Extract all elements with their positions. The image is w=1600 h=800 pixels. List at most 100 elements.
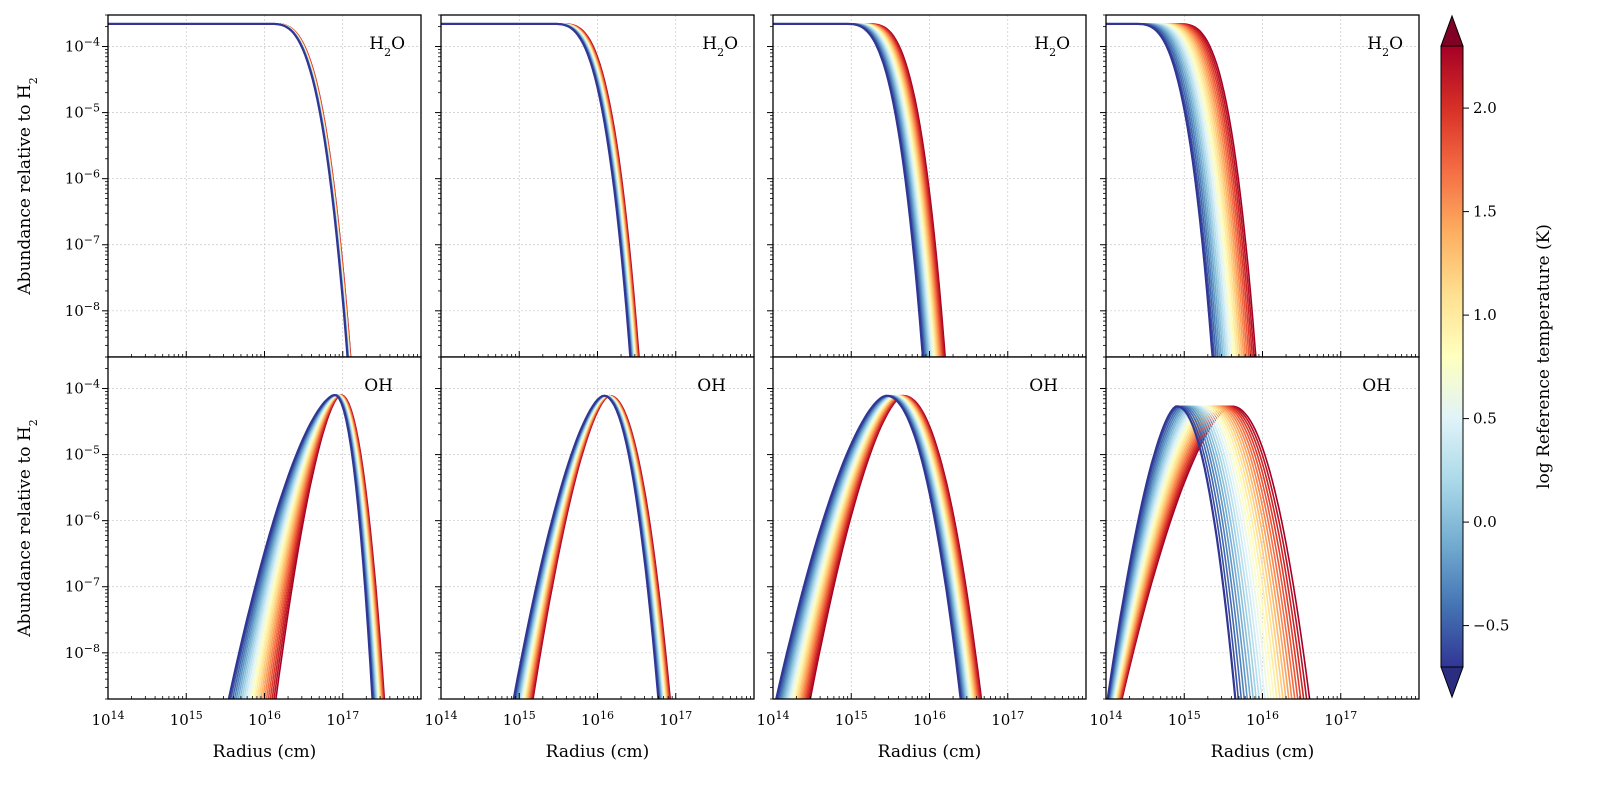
series-line-h2o-0 <box>108 22 349 357</box>
x-tick-label-part: 16 <box>267 709 281 722</box>
series-line-oh-4 <box>1109 405 1249 699</box>
series-line-oh-9 <box>1111 405 1263 699</box>
x-tick-label: 1017 <box>659 709 692 730</box>
x-axis-label: Radius (cm) <box>213 742 317 762</box>
x-tick-label: 1017 <box>1324 709 1357 730</box>
x-tick-label: 1016 <box>913 709 946 730</box>
series-group <box>1106 22 1257 357</box>
series-line-h2o-0 <box>1106 22 1214 357</box>
y-tick-label-part: 10 <box>65 446 84 464</box>
series-line-oh-24 <box>1120 405 1308 699</box>
colorbar-tick-label: 1.0 <box>1473 306 1497 324</box>
x-tick-label-part: 15 <box>854 709 868 722</box>
x-tick-label: 1015 <box>835 709 868 730</box>
plot-area <box>1106 15 1419 357</box>
y-tick-label: 10−4 <box>65 377 100 398</box>
y-tick-label-part: 10 <box>65 302 84 320</box>
y-tick-label-part: −6 <box>84 509 100 522</box>
x-tick-label: 1016 <box>248 709 281 730</box>
y-tick-label: 10−5 <box>65 443 100 464</box>
x-tick-label: 1015 <box>1168 709 1201 730</box>
x-tick-label-part: 10 <box>659 711 678 729</box>
species-label-part: 2 <box>1382 46 1389 59</box>
y-tick-label-part: −8 <box>84 299 100 312</box>
x-tick-label-part: 10 <box>835 711 854 729</box>
x-tick-label-part: 10 <box>424 711 443 729</box>
x-tick-label-part: 15 <box>1187 709 1201 722</box>
species-label: OH <box>1362 376 1391 396</box>
series-line-oh-1 <box>1107 405 1240 699</box>
x-tick-label-part: 16 <box>932 709 946 722</box>
series-line-oh-18 <box>1117 405 1290 699</box>
species-label-part: O <box>724 34 738 54</box>
series-line-h2o-3 <box>1106 23 1219 357</box>
x-tick-label-part: 14 <box>1109 709 1123 722</box>
y-tick-label-part: 10 <box>65 170 84 188</box>
species-label: H2O <box>369 34 405 59</box>
x-tick-label-part: 10 <box>1168 711 1187 729</box>
series-line-oh-14 <box>1114 405 1278 699</box>
series-line-oh-0 <box>1106 405 1237 699</box>
series-group <box>108 22 352 357</box>
x-tick-label-part: 10 <box>326 711 345 729</box>
series-line-oh-0 <box>775 394 962 699</box>
x-tick-label-part: 10 <box>1089 711 1108 729</box>
y-axis-label-part: 2 <box>27 77 40 84</box>
series-group <box>775 394 983 699</box>
x-tick-label: 1014 <box>756 709 789 730</box>
series-line-oh-13 <box>1114 405 1275 699</box>
series-line-h2o-2 <box>1106 23 1217 357</box>
y-axis-label: Abundance relative to H2 <box>15 419 40 637</box>
y-tick-label-part: −4 <box>84 35 100 48</box>
x-tick-label-part: 10 <box>581 711 600 729</box>
x-tick-label-part: 14 <box>776 709 790 722</box>
series-line-oh-11 <box>1113 405 1269 699</box>
series-group <box>512 394 672 699</box>
colorbar-extend-min <box>1440 666 1464 699</box>
x-tick-label-part: 10 <box>248 711 267 729</box>
series-line-oh-20 <box>1118 405 1296 699</box>
series-line-oh-0 <box>227 393 374 699</box>
y-tick-label-part: −4 <box>84 377 100 390</box>
x-tick-label-part: 17 <box>1010 709 1024 722</box>
y-tick-label-part: 10 <box>65 38 84 56</box>
colorbar-frame <box>1440 45 1464 668</box>
series-line-oh-6 <box>1110 405 1255 699</box>
series-line-h2o-0 <box>441 22 632 357</box>
y-tick-label-part: 10 <box>65 512 84 530</box>
x-tick-label-part: 10 <box>1246 711 1265 729</box>
y-tick-label-part: 10 <box>65 104 84 122</box>
series-group <box>441 22 640 357</box>
series-line-oh-5 <box>1109 405 1252 699</box>
series-line-h2o-1 <box>1106 23 1216 357</box>
x-axis-label: Radius (cm) <box>1211 742 1315 762</box>
colorbar-tick-label: −0.5 <box>1473 617 1509 635</box>
series-line-oh-3 <box>1108 405 1246 699</box>
x-tick-label: 1016 <box>581 709 614 730</box>
x-tick-label: 1014 <box>91 709 124 730</box>
x-tick-label-part: 10 <box>91 711 110 729</box>
x-tick-label-part: 17 <box>1343 709 1357 722</box>
x-tick-label-part: 10 <box>503 711 522 729</box>
series-line-oh-7 <box>1110 405 1257 699</box>
panel-row1-col2: H2O <box>435 14 755 358</box>
x-tick-label: 1014 <box>424 709 457 730</box>
y-tick-label-part: 10 <box>65 380 84 398</box>
x-tick-label-part: 14 <box>444 709 458 722</box>
x-tick-label: 1017 <box>326 709 359 730</box>
series-line-h2o-4 <box>1106 23 1221 357</box>
species-label-part: H <box>1034 34 1049 54</box>
y-tick-label-part: −6 <box>84 167 100 180</box>
y-tick-label: 10−6 <box>65 167 100 188</box>
panel-row1-col3: H2O <box>767 14 1087 358</box>
series-line-oh-16 <box>1115 405 1284 699</box>
colorbar: 2.0 1.5 1.0 0.5 0.0 −0.5 log Reference tempera… <box>1440 14 1554 699</box>
y-tick-label-part: 10 <box>65 578 84 596</box>
series-line-oh-21 <box>1118 405 1299 699</box>
y-tick-label-part: −8 <box>84 641 100 654</box>
y-tick-label-part: −7 <box>84 575 100 588</box>
species-label: OH <box>364 376 393 396</box>
